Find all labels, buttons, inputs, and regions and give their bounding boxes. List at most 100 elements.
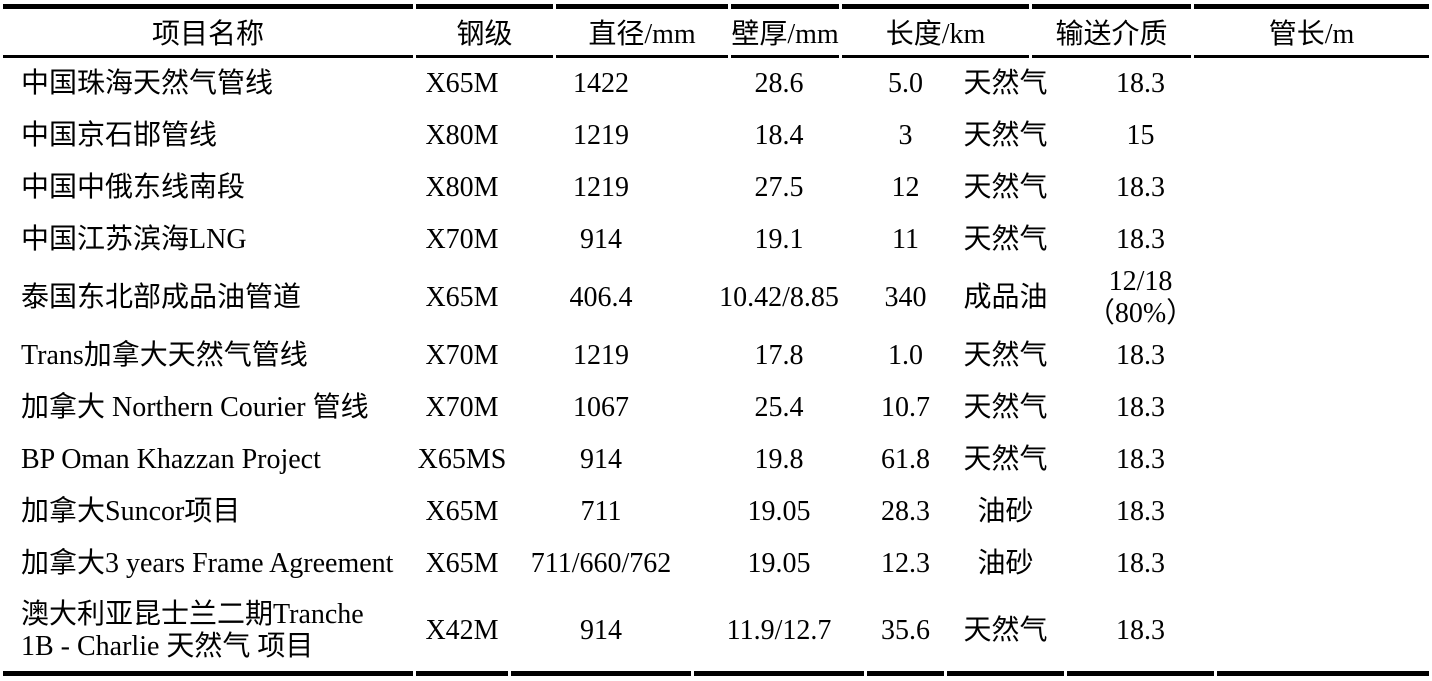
cell-length: 12.3 (881, 548, 930, 580)
cell-medium: 天然气 (963, 392, 1048, 424)
filler-cell (1217, 58, 1429, 110)
cell-project: BP Oman Khazzan Project (21, 444, 321, 476)
table-row: BP Oman Khazzan Project X65MS 914 19.8 6… (3, 434, 1429, 486)
cell-grade: X65M (425, 67, 499, 99)
cell-grade: X65M (425, 496, 499, 528)
cell-length: 5.0 (888, 67, 923, 99)
cell-project: 加拿大Suncor项目 (21, 496, 241, 528)
cell-project: 加拿大3 years Frame Agreement (21, 548, 394, 580)
cell-length: 61.8 (881, 444, 930, 476)
column-header-pipe-length: 管长/m (1194, 4, 1429, 58)
cell-diameter: 914 (580, 444, 622, 476)
cell-length: 340 (884, 282, 927, 314)
cell-thickness: 27.5 (754, 171, 804, 203)
projects-table-body: 中国珠海天然气管线 X65M 1422 28.6 5.0 天然气 18.3 中国… (0, 58, 1432, 677)
cell-length: 1.0 (888, 340, 923, 372)
cell-medium: 天然气 (963, 171, 1048, 203)
cell-pipe-length: 18.3 (1116, 548, 1165, 580)
cell-length: 28.3 (881, 496, 930, 528)
cell-project: 泰国东北部成品油管道 (21, 282, 302, 314)
cell-project: 中国珠海天然气管线 (21, 67, 274, 99)
cell-pipe-length: 18.3 (1116, 340, 1165, 372)
column-header-diameter: 直径/mm (556, 4, 728, 58)
table-row: 加拿大3 years Frame Agreement X65M 711/660/… (3, 538, 1429, 590)
cell-medium: 油砂 (977, 496, 1034, 528)
cell-diameter: 406.4 (569, 282, 633, 314)
cell-medium: 天然气 (963, 67, 1048, 99)
cell-length: 3 (898, 119, 913, 151)
filler-cell (1217, 266, 1429, 330)
cell-grade: X42M (416, 590, 508, 677)
cell-medium: 成品油 (963, 282, 1048, 314)
cell-pipe-length: 18.3 (1116, 392, 1165, 424)
cell-grade: X65MS (417, 444, 507, 476)
cell-pipe-length: 15 (1126, 119, 1155, 151)
filler-cell (1217, 434, 1429, 486)
cell-diameter: 711 (580, 496, 622, 528)
cell-pipe-length: 18.3 (1116, 223, 1165, 255)
cell-medium: 天然气 (963, 340, 1048, 372)
cell-thickness: 28.6 (754, 67, 804, 99)
cell-grade: X70M (425, 340, 499, 372)
cell-thickness: 19.8 (754, 444, 804, 476)
cell-diameter: 914 (511, 590, 691, 677)
cell-thickness: 25.4 (754, 392, 804, 424)
cell-pipe-length: 18.3 (1116, 67, 1165, 99)
cell-diameter: 914 (580, 223, 622, 255)
cell-grade: X65M (425, 548, 499, 580)
cell-pipe-length: 18.3 (1116, 171, 1165, 203)
cell-diameter: 1067 (573, 392, 629, 424)
cell-medium: 天然气 (963, 444, 1048, 476)
cell-thickness: 18.4 (754, 119, 804, 151)
filler-cell (1217, 110, 1429, 162)
cell-project: 中国中俄东线南段 (21, 171, 246, 203)
cell-medium: 天然气 (963, 119, 1048, 151)
cell-project: 澳大利亚昆士兰二期Tranche 1B - Charlie 天然气 项目 (3, 590, 413, 677)
cell-length: 11 (892, 223, 919, 255)
table-row: Trans加拿大天然气管线 X70M 1219 17.8 1.0 天然气 18.… (3, 330, 1429, 382)
column-header-project: 项目名称 (3, 4, 413, 58)
table-row: 加拿大 Northern Courier 管线 X70M 1067 25.4 1… (3, 382, 1429, 434)
cell-diameter: 711/660/762 (530, 548, 672, 580)
cell-grade: X70M (425, 223, 499, 255)
projects-table-header: 项目名称 钢级 直径/mm 壁厚/mm 长度/km 输送介质 管长/m (0, 4, 1432, 58)
cell-pipe-length: 18.3 (1116, 444, 1165, 476)
cell-thickness: 19.05 (747, 548, 811, 580)
cell-diameter: 1219 (573, 171, 629, 203)
filler-cell (1217, 330, 1429, 382)
cell-length: 10.7 (881, 392, 930, 424)
cell-pipe-length: 18.3 (1116, 496, 1165, 528)
filler-cell (1217, 486, 1429, 538)
cell-thickness: 19.1 (754, 223, 804, 255)
column-header-length: 长度/km (842, 4, 1029, 58)
table-row: 中国中俄东线南段 X80M 1219 27.5 12 天然气 18.3 (3, 162, 1429, 214)
filler-cell (1217, 214, 1429, 266)
cell-project: 中国江苏滨海LNG (21, 223, 247, 255)
cell-thickness: 17.8 (754, 340, 804, 372)
cell-medium: 天然气 (963, 223, 1048, 255)
cell-diameter: 1219 (573, 340, 629, 372)
cell-diameter: 1219 (573, 119, 629, 151)
cell-medium: 天然气 (947, 590, 1064, 677)
cell-diameter: 1422 (573, 67, 629, 99)
cell-pipe-length: 12/18（80%） (1086, 266, 1195, 330)
cell-project: 加拿大 Northern Courier 管线 (21, 392, 369, 424)
column-header-medium: 输送介质 (1032, 4, 1191, 58)
filler-cell (1217, 590, 1429, 677)
cell-grade: X80M (425, 119, 499, 151)
table-row: 泰国东北部成品油管道 X65M 406.4 10.42/8.85 340 成品油… (3, 266, 1429, 330)
cell-thickness: 10.42/8.85 (719, 282, 839, 314)
cell-grade: X65M (425, 282, 499, 314)
cell-project: Trans加拿大天然气管线 (21, 340, 308, 372)
cell-thickness: 11.9/12.7 (694, 590, 864, 677)
filler-cell (1217, 162, 1429, 214)
filler-cell (1217, 382, 1429, 434)
cell-thickness: 19.05 (747, 496, 811, 528)
column-header-thickness: 壁厚/mm (731, 4, 839, 58)
table-row: 中国江苏滨海LNG X70M 914 19.1 11 天然气 18.3 (3, 214, 1429, 266)
column-header-grade: 钢级 (416, 4, 553, 58)
table-row: 中国珠海天然气管线 X65M 1422 28.6 5.0 天然气 18.3 (3, 58, 1429, 110)
cell-grade: X80M (425, 171, 499, 203)
cell-project: 中国京石邯管线 (21, 119, 218, 151)
